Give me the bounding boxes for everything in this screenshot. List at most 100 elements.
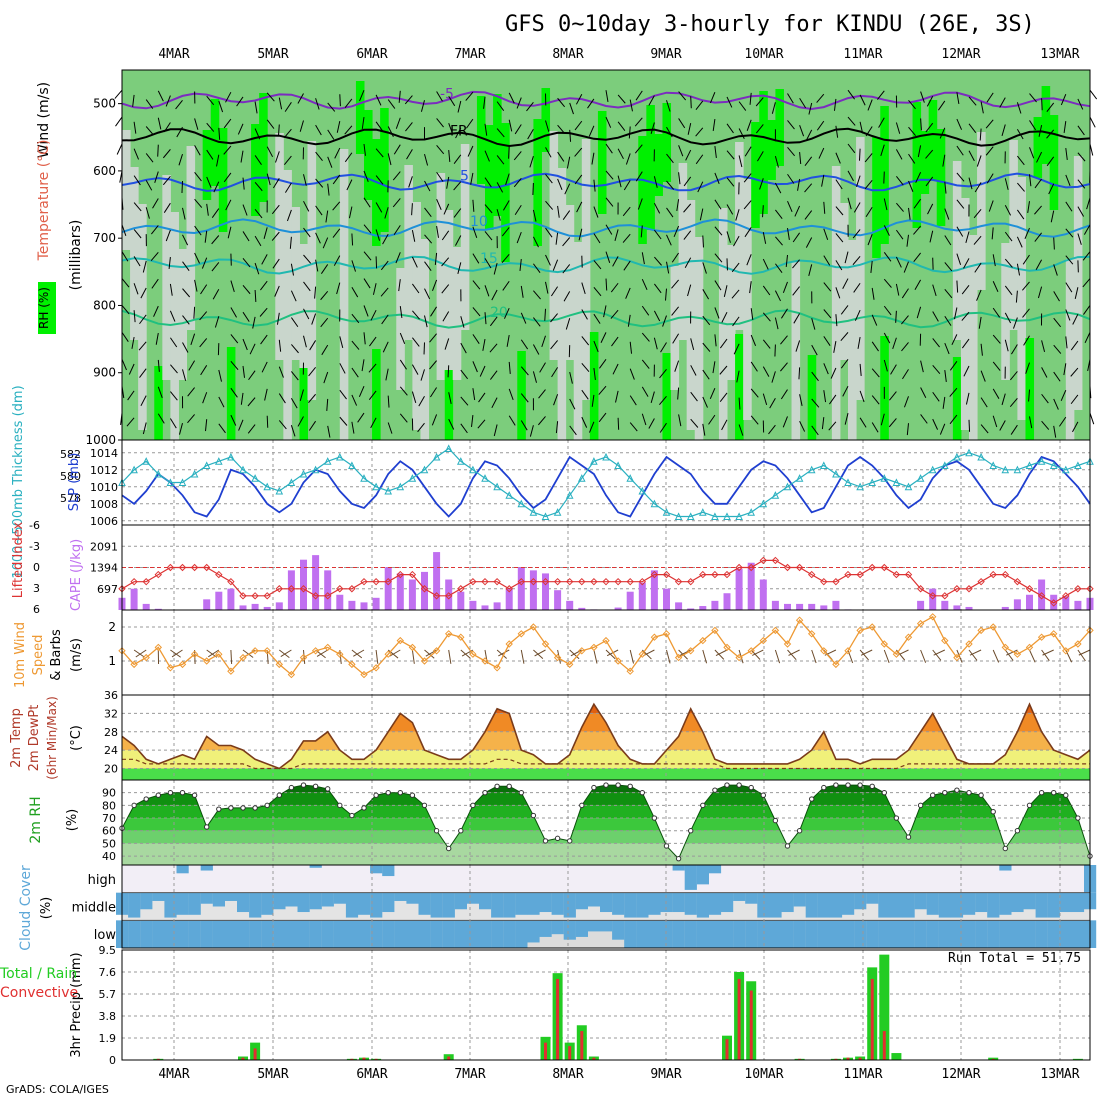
lifted-marker — [275, 585, 284, 593]
wind-barb — [883, 278, 892, 288]
lifted-marker — [941, 592, 949, 600]
wind-barb — [591, 152, 595, 165]
rh-tick-label: 80 — [102, 799, 116, 812]
wind-barb — [1004, 231, 1013, 242]
rh-marker — [724, 782, 730, 788]
lifted-marker — [795, 563, 804, 572]
wind-barb — [662, 315, 667, 327]
wind-barb — [755, 97, 764, 107]
wind-barb — [895, 310, 897, 323]
dewpoint-line — [122, 758, 1090, 770]
wind-barb — [864, 153, 873, 163]
wind-barb — [175, 99, 183, 110]
wind-barb — [368, 363, 377, 373]
cloud-bar-low — [612, 920, 625, 940]
rh-marker — [1063, 792, 1069, 798]
thickness-marker — [202, 461, 211, 469]
wind-barb — [1015, 290, 1018, 303]
rh-dry-column — [791, 261, 801, 440]
wind-barb — [842, 385, 849, 397]
rh-marker — [845, 782, 851, 788]
wind-barb — [992, 334, 1001, 344]
wind-barb — [847, 170, 854, 182]
cloud-bar-low — [854, 920, 867, 948]
lifted-marker — [130, 577, 138, 586]
cape-bar — [554, 590, 562, 610]
wind-barb — [455, 127, 462, 139]
wind-barb — [351, 260, 357, 272]
wind-barb — [200, 284, 208, 295]
wind-barb — [932, 311, 939, 322]
wind-barb — [387, 126, 394, 137]
wind-barb — [424, 207, 432, 218]
wind-barb — [436, 171, 444, 182]
rh-marker — [591, 784, 597, 791]
wind-barb — [155, 332, 159, 345]
cloud-bar-low — [249, 920, 262, 948]
cape-bar — [457, 591, 465, 610]
wind-barb — [974, 262, 982, 273]
lifted-marker — [783, 563, 792, 572]
rh-marker — [833, 782, 839, 788]
rh-marker — [494, 783, 500, 790]
wind-barb — [1001, 393, 1006, 406]
wind-barb — [712, 119, 716, 132]
precip-legend-conv: Convective — [0, 985, 78, 1001]
precip-conv-bar — [544, 1042, 547, 1060]
wind-barb — [496, 155, 505, 165]
cloud-bar-low — [938, 920, 951, 948]
rh-moist-column — [485, 125, 494, 230]
isotherm-line — [121, 90, 1091, 111]
lifted-marker — [638, 577, 647, 586]
lifted-marker — [348, 585, 356, 593]
cloud-bar-middle — [587, 892, 601, 907]
wind-barb — [508, 415, 516, 426]
wind-barb — [194, 225, 202, 236]
precip-conv-bar — [870, 978, 874, 1060]
precip-tick-label: 0 — [109, 1054, 116, 1067]
cape-bar — [348, 600, 356, 610]
wind-barb — [823, 336, 831, 346]
cape-bar — [771, 600, 779, 610]
wind-barb — [1017, 182, 1025, 192]
wind-barb — [811, 371, 819, 382]
cloud-bar-middle — [273, 892, 286, 910]
lifted-marker — [771, 556, 780, 565]
precip-conv-bar — [882, 1031, 886, 1060]
wind-barb — [145, 207, 150, 219]
cloud-bar-middle — [418, 892, 431, 915]
rh-marker — [1038, 789, 1045, 796]
wind-barb — [666, 153, 674, 164]
wind-barb — [775, 236, 783, 246]
wind-barb — [242, 338, 248, 351]
wind-barb — [871, 422, 879, 433]
rh-moist-column — [1049, 115, 1059, 210]
wind-barb — [237, 123, 244, 135]
wind-barb — [190, 333, 196, 346]
wind-barb — [721, 419, 728, 431]
cloud-bar-high — [176, 865, 189, 874]
wind-barb — [929, 230, 934, 243]
wind-barb — [218, 396, 225, 408]
wind-barb — [605, 278, 608, 291]
wind-barb — [529, 425, 534, 437]
wind-barb — [303, 254, 312, 264]
wind-barb — [290, 425, 296, 437]
lifted-marker — [844, 570, 852, 579]
wind-barb — [187, 414, 195, 424]
lifted-marker — [323, 592, 332, 600]
wind-barb — [743, 200, 752, 210]
wind-barb — [436, 198, 442, 211]
wind-barb — [508, 119, 513, 132]
wind-barb — [375, 202, 383, 213]
cloud-bar-low — [926, 920, 939, 948]
thickness-marker — [481, 474, 489, 482]
wind-barb — [871, 341, 879, 352]
wind-barb — [793, 313, 801, 324]
wind-barb — [1053, 398, 1059, 410]
wind-barb — [1086, 197, 1091, 210]
rh-moist-column — [872, 137, 881, 258]
wind-barb — [121, 332, 129, 342]
wind-barb — [883, 225, 890, 236]
wind-barb — [157, 90, 164, 102]
